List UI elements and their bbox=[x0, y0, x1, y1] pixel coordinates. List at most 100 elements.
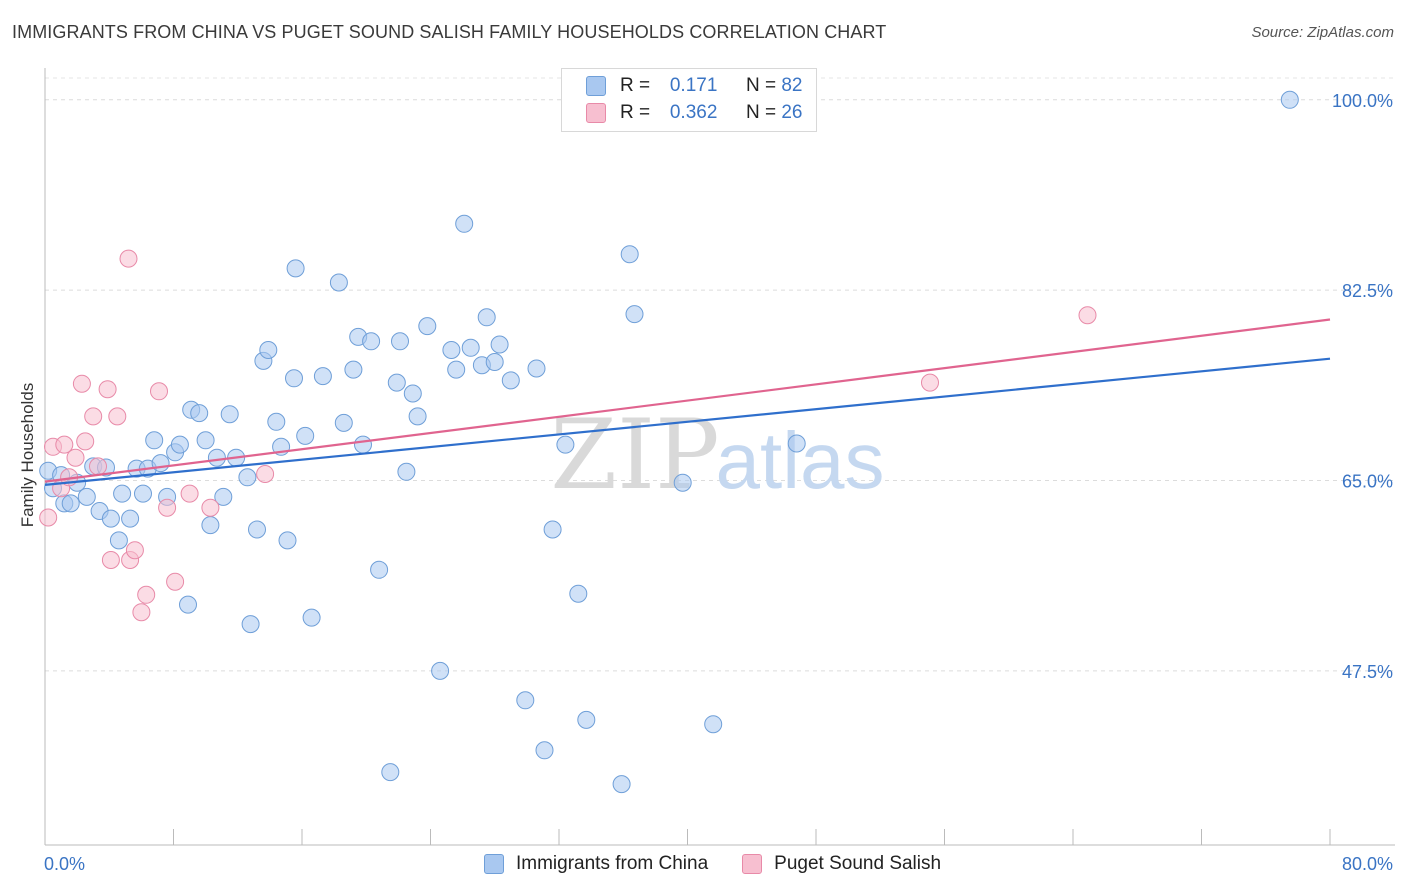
china-point bbox=[170, 435, 189, 454]
legend-item-salish[interactable]: Puget Sound Salish bbox=[742, 853, 941, 875]
china-point bbox=[151, 454, 170, 473]
salish-point bbox=[1078, 306, 1097, 325]
china-point bbox=[121, 509, 140, 528]
gridlines bbox=[45, 77, 1395, 672]
china-point bbox=[403, 384, 422, 403]
china-point bbox=[248, 520, 266, 539]
china-point bbox=[673, 473, 692, 492]
china-point bbox=[477, 308, 496, 327]
china-point bbox=[490, 335, 509, 354]
y-tick-label: 82.5% bbox=[1342, 281, 1393, 301]
china-point bbox=[296, 426, 315, 445]
tick-labels: 100.0% 82.5% 65.0% 47.5% 0.0% 80.0% bbox=[44, 91, 1393, 874]
china-point bbox=[1280, 90, 1299, 109]
legend-n-label: N = bbox=[745, 75, 777, 96]
china-point bbox=[201, 516, 220, 535]
legend-n-value: 26 bbox=[781, 102, 803, 123]
china-point bbox=[501, 371, 520, 390]
china-point bbox=[485, 353, 504, 371]
legend-r-label: R = bbox=[620, 75, 651, 96]
legend-swatch-china bbox=[484, 854, 504, 874]
china-point bbox=[408, 407, 427, 426]
china-point bbox=[461, 338, 480, 357]
china-point bbox=[354, 435, 372, 454]
watermark: ZIP atlas bbox=[550, 399, 884, 511]
china-point bbox=[625, 305, 644, 324]
legend-swatch-china bbox=[586, 76, 606, 96]
series-legend: Immigrants from China Puget Sound Salish bbox=[484, 852, 975, 876]
salish-point bbox=[166, 572, 185, 591]
china-point bbox=[370, 560, 389, 579]
legend-item-china[interactable]: Immigrants from China bbox=[484, 853, 708, 875]
china-point bbox=[447, 360, 466, 379]
china-point bbox=[556, 435, 575, 454]
china-point bbox=[313, 367, 332, 386]
trend-lines bbox=[44, 318, 1331, 486]
chart-title: IMMIGRANTS FROM CHINA VS PUGET SOUND SAL… bbox=[12, 22, 887, 42]
china-point bbox=[391, 332, 409, 351]
china-point bbox=[334, 413, 353, 432]
china-point bbox=[704, 715, 723, 734]
correlation-legend: R = 0.171 N = 82 R = 0.362 N = 26 bbox=[561, 68, 817, 132]
china-point bbox=[302, 608, 321, 627]
legend-label-salish: Puget Sound Salish bbox=[774, 853, 942, 874]
china-point bbox=[267, 412, 286, 431]
china-point bbox=[101, 509, 120, 528]
china-point bbox=[190, 404, 209, 423]
china-point bbox=[241, 615, 260, 634]
china-point bbox=[787, 434, 806, 453]
china-point bbox=[238, 468, 257, 487]
china-point bbox=[77, 487, 96, 506]
china-point bbox=[381, 763, 400, 782]
china-point bbox=[214, 487, 233, 506]
china-point bbox=[431, 661, 450, 680]
axes bbox=[44, 68, 1395, 846]
salish-point bbox=[119, 249, 138, 268]
china-point bbox=[543, 520, 562, 539]
salish-point bbox=[921, 373, 939, 392]
x-tick-label-right: 80.0% bbox=[1342, 854, 1393, 874]
china-point bbox=[418, 317, 437, 336]
x-tick-label-left: 0.0% bbox=[44, 854, 85, 874]
china-point bbox=[61, 494, 80, 513]
legend-n-value: 82 bbox=[781, 75, 803, 96]
china-point bbox=[278, 531, 297, 550]
salish-trend-line bbox=[44, 318, 1331, 483]
china-point bbox=[329, 273, 348, 292]
china-point bbox=[179, 595, 197, 614]
legend-swatch-salish bbox=[742, 854, 763, 874]
salish-point bbox=[89, 457, 107, 476]
legend-r-value: 0.362 bbox=[669, 102, 718, 123]
china-point bbox=[569, 584, 588, 603]
salish-point bbox=[137, 585, 156, 604]
china-point bbox=[109, 531, 128, 550]
salish-point bbox=[39, 508, 58, 527]
legend-r-value: 0.171 bbox=[669, 75, 718, 96]
salish-point bbox=[66, 448, 85, 467]
salish-point bbox=[84, 407, 103, 426]
china-point bbox=[535, 741, 554, 760]
salish-point bbox=[158, 498, 177, 517]
china-point bbox=[387, 373, 406, 392]
china-trend-line bbox=[44, 357, 1331, 486]
y-tick-label: 47.5% bbox=[1342, 662, 1393, 682]
legend-r-label: R = bbox=[620, 102, 651, 123]
china-point bbox=[577, 710, 596, 729]
watermark-atlas: atlas bbox=[716, 416, 885, 505]
watermark-zip: ZIP bbox=[550, 399, 719, 511]
source-label: Source: ZipAtlas.com bbox=[1251, 24, 1394, 41]
salish-point bbox=[76, 432, 95, 451]
salish-point bbox=[201, 498, 220, 517]
china-point bbox=[397, 462, 416, 481]
series-salish-points bbox=[39, 249, 1097, 622]
y-tick-label: 100.0% bbox=[1332, 91, 1393, 111]
salish-point bbox=[125, 541, 144, 560]
salish-point bbox=[101, 551, 120, 569]
china-point bbox=[145, 431, 164, 450]
china-point bbox=[134, 484, 152, 503]
salish-point bbox=[108, 407, 127, 426]
china-point bbox=[113, 484, 132, 503]
china-point bbox=[455, 214, 474, 233]
china-point bbox=[286, 259, 305, 278]
